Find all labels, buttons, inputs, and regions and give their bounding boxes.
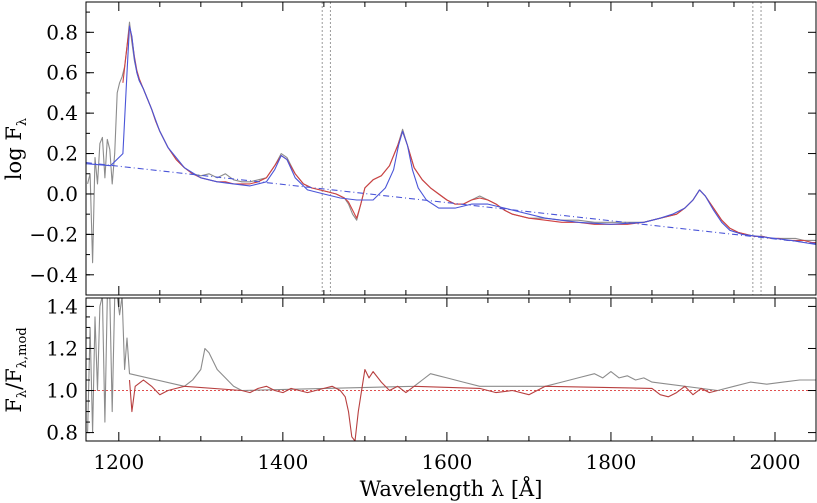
top-series-2 <box>86 25 816 246</box>
bottom-ytick-label-3: 1.4 <box>46 294 78 318</box>
top-panel-ticks: −0.4 −0.2 0.0 0.2 0.4 0.6 0.8 <box>29 2 816 296</box>
top-ytick-label-3: 0.2 <box>46 142 78 166</box>
top-panel-dotted-vlines <box>321 2 762 295</box>
x-axis-label: Wavelength λ [Å] <box>360 476 543 501</box>
bottom-panel-ticks: 0.8 1.0 1.2 1.4 1200 1400 1600 1800 2000 <box>46 294 816 474</box>
bottom-ytick-label-1: 1.0 <box>46 379 78 403</box>
top-ytick-label-2: 0.0 <box>46 182 78 206</box>
top-ytick-label-5: 0.6 <box>46 61 78 85</box>
top-series-3 <box>86 162 816 245</box>
xtick-label-3: 1800 <box>585 450 636 474</box>
xtick-label-4: 2000 <box>750 450 801 474</box>
top-ytick-label-0: −0.4 <box>29 263 78 287</box>
xtick-label-1: 1400 <box>257 450 308 474</box>
top-panel: −0.4 −0.2 0.0 0.2 0.4 0.6 0.8 log Fλ <box>2 1 817 296</box>
bottom-panel-frame <box>85 297 817 442</box>
bottom-series-1 <box>128 368 718 441</box>
top-series-0 <box>87 21 816 264</box>
bottom-series-0 <box>87 298 816 434</box>
bottom-ytick-label-0: 0.8 <box>46 421 78 445</box>
bottom-panel-ylabel: Fλ/Fλ,mod <box>2 327 30 412</box>
top-panel-series <box>86 21 816 264</box>
top-ytick-label-4: 0.4 <box>46 101 78 125</box>
top-ytick-label-6: 0.8 <box>46 20 78 44</box>
top-series-1 <box>122 25 816 244</box>
top-panel-ylabel: log Fλ <box>2 118 30 180</box>
xtick-label-2: 1600 <box>421 450 472 474</box>
bottom-panel: 0.8 1.0 1.2 1.4 1200 1400 1600 1800 2000 Fλ/Fλ,m… <box>2 294 817 501</box>
xtick-label-0: 1200 <box>93 450 144 474</box>
top-ytick-label-1: −0.2 <box>29 222 78 246</box>
bottom-ytick-label-2: 1.2 <box>46 336 78 360</box>
bottom-panel-series <box>86 298 816 441</box>
top-panel-frame <box>85 1 817 296</box>
